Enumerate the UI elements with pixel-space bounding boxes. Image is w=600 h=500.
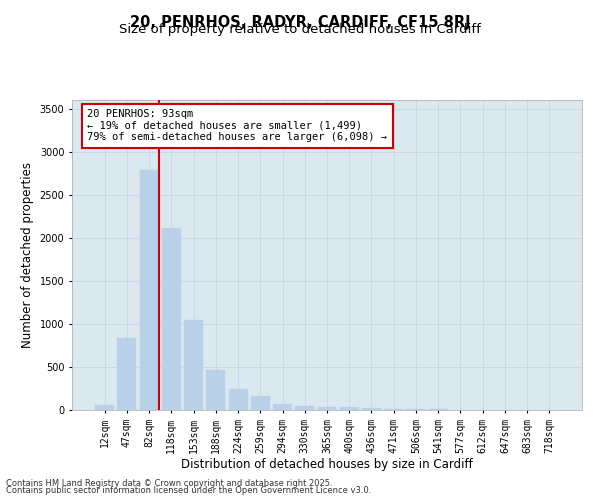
Bar — [162, 228, 181, 410]
Bar — [362, 408, 381, 410]
Bar — [340, 408, 359, 410]
Y-axis label: Number of detached properties: Number of detached properties — [21, 162, 34, 348]
Bar — [140, 170, 158, 410]
Bar — [384, 408, 403, 410]
Bar — [118, 338, 136, 410]
Text: Contains HM Land Registry data © Crown copyright and database right 2025.: Contains HM Land Registry data © Crown c… — [6, 478, 332, 488]
Text: Size of property relative to detached houses in Cardiff: Size of property relative to detached ho… — [119, 22, 481, 36]
X-axis label: Distribution of detached houses by size in Cardiff: Distribution of detached houses by size … — [181, 458, 473, 471]
Bar — [229, 390, 248, 410]
Bar — [406, 409, 425, 410]
Bar — [184, 320, 203, 410]
Text: Contains public sector information licensed under the Open Government Licence v3: Contains public sector information licen… — [6, 486, 371, 495]
Bar — [317, 406, 337, 410]
Bar — [206, 370, 225, 410]
Bar — [95, 406, 114, 410]
Text: 20, PENRHOS, RADYR, CARDIFF, CF15 8RJ: 20, PENRHOS, RADYR, CARDIFF, CF15 8RJ — [130, 15, 470, 30]
Bar — [251, 396, 270, 410]
Bar — [295, 406, 314, 410]
Text: 20 PENRHOS: 93sqm
← 19% of detached houses are smaller (1,499)
79% of semi-detac: 20 PENRHOS: 93sqm ← 19% of detached hous… — [88, 110, 388, 142]
Bar — [273, 404, 292, 410]
